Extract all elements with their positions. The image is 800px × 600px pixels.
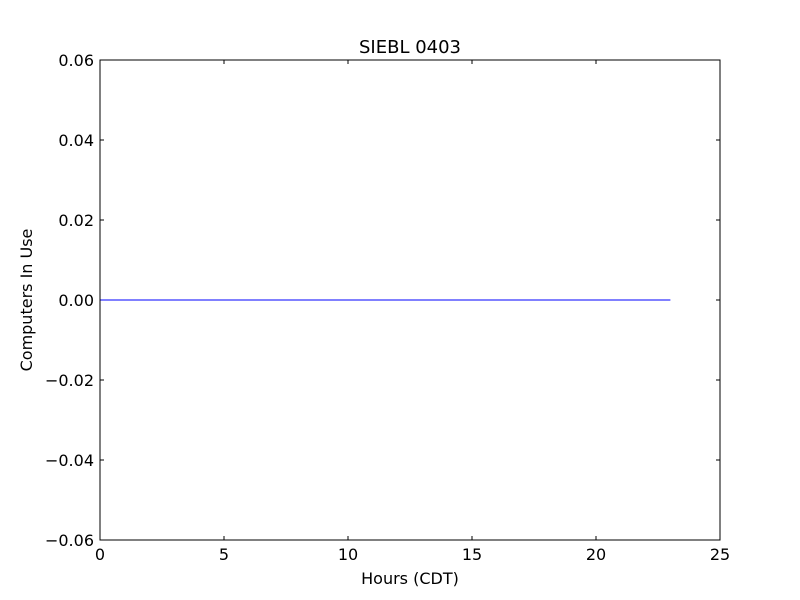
- y-tick-label: −0.04: [45, 451, 94, 470]
- y-tick-label: −0.02: [45, 371, 94, 390]
- y-tick-label: 0.00: [58, 291, 94, 310]
- plot-frame: [99, 59, 721, 541]
- x-tick-label: 10: [338, 545, 358, 564]
- x-tick-label: 5: [219, 545, 229, 564]
- chart-title: SIEBL 0403: [359, 37, 461, 58]
- x-tick-label: 20: [586, 545, 606, 564]
- x-tick-label: 25: [710, 545, 730, 564]
- y-tick-label: 0.04: [58, 131, 94, 150]
- x-tick-label: 15: [462, 545, 482, 564]
- y-tick-label: 0.06: [58, 51, 94, 70]
- y-axis-label: Computers In Use: [17, 229, 36, 372]
- x-axis-label: Hours (CDT): [361, 569, 459, 588]
- y-tick-label: 0.02: [58, 211, 94, 230]
- x-ticks: 0 5 10 15 20 25: [95, 60, 730, 564]
- y-tick-label: −0.06: [45, 531, 94, 550]
- x-tick-label: 0: [95, 545, 105, 564]
